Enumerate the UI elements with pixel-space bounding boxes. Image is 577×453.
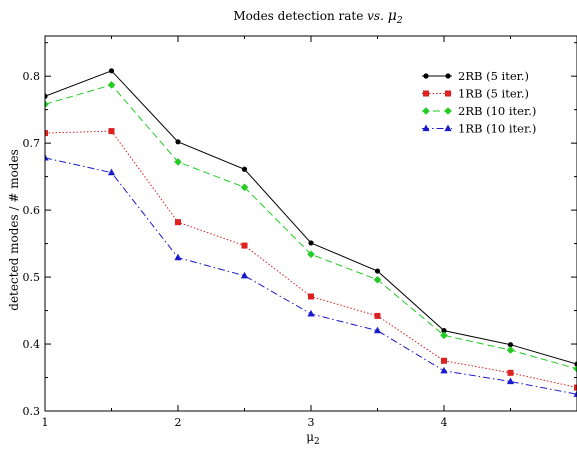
y-tick-label: 0.4 bbox=[23, 338, 41, 351]
data-point bbox=[175, 219, 181, 225]
legend-item: 1RB (5 iter.) bbox=[422, 87, 529, 101]
legend-item: 2RB (10 iter.) bbox=[422, 104, 536, 118]
chart-title-mu: μ bbox=[388, 8, 397, 24]
data-point bbox=[307, 310, 314, 317]
legend: 2RB (5 iter.) 1RB (5 iter.) 2RB (10 iter.)… bbox=[422, 69, 536, 136]
data-point bbox=[108, 169, 115, 176]
series-4 bbox=[41, 154, 577, 397]
y-tick-label: 0.6 bbox=[23, 204, 41, 217]
series-2 bbox=[42, 128, 577, 390]
legend-marker bbox=[422, 107, 430, 115]
chart-title-vs: vs. bbox=[367, 9, 384, 23]
legend-label: 2RB (10 iter.) bbox=[458, 104, 536, 118]
data-point bbox=[109, 128, 115, 134]
legend-marker bbox=[445, 91, 451, 97]
x-axis-title-sub: 2 bbox=[314, 437, 320, 447]
x-tick-label: 3 bbox=[308, 416, 315, 429]
legend-item: 2RB (5 iter.) bbox=[422, 69, 529, 83]
data-point bbox=[109, 68, 114, 73]
chart-title-main: Modes detection rate bbox=[233, 9, 367, 23]
data-point bbox=[375, 268, 380, 273]
data-point bbox=[308, 293, 314, 299]
data-point bbox=[242, 243, 248, 249]
data-point bbox=[573, 365, 577, 373]
series-line bbox=[45, 131, 577, 387]
legend-marker bbox=[444, 125, 451, 132]
legend-marker bbox=[445, 73, 450, 78]
data-point bbox=[507, 346, 515, 354]
x-tick-label: 1 bbox=[42, 416, 49, 429]
data-point bbox=[175, 139, 180, 144]
legend-label: 2RB (5 iter.) bbox=[458, 69, 529, 83]
x-axis-title-mu: μ bbox=[306, 430, 314, 444]
legend-label: 1RB (5 iter.) bbox=[458, 87, 529, 101]
y-tick-label: 0.7 bbox=[23, 137, 41, 150]
y-tick-label: 0.8 bbox=[23, 70, 41, 83]
series-line bbox=[45, 158, 577, 394]
data-point bbox=[440, 367, 447, 374]
data-point bbox=[375, 313, 381, 319]
data-point bbox=[441, 358, 447, 364]
data-point bbox=[242, 167, 247, 172]
chart-title: Modes detection rate vs. μ2 bbox=[233, 8, 402, 26]
y-axis-title: detected modes / # modes bbox=[7, 149, 21, 310]
x-axis-title: μ2 bbox=[306, 430, 320, 447]
chart-title-mu-sub: 2 bbox=[396, 16, 403, 26]
legend-item: 1RB (10 iter.) bbox=[422, 122, 536, 136]
y-tick-label: 0.5 bbox=[23, 271, 41, 284]
data-point bbox=[174, 254, 181, 261]
legend-marker bbox=[423, 91, 429, 97]
y-tick-label: 0.3 bbox=[23, 405, 41, 418]
x-tick-label: 2 bbox=[175, 416, 182, 429]
legend-marker bbox=[423, 73, 428, 78]
legend-marker bbox=[422, 125, 429, 132]
legend-marker bbox=[444, 107, 452, 115]
data-point bbox=[508, 370, 514, 376]
data-point bbox=[108, 81, 116, 89]
legend-label: 1RB (10 iter.) bbox=[458, 122, 536, 136]
data-point bbox=[308, 240, 313, 245]
x-tick-label: 4 bbox=[441, 416, 448, 429]
